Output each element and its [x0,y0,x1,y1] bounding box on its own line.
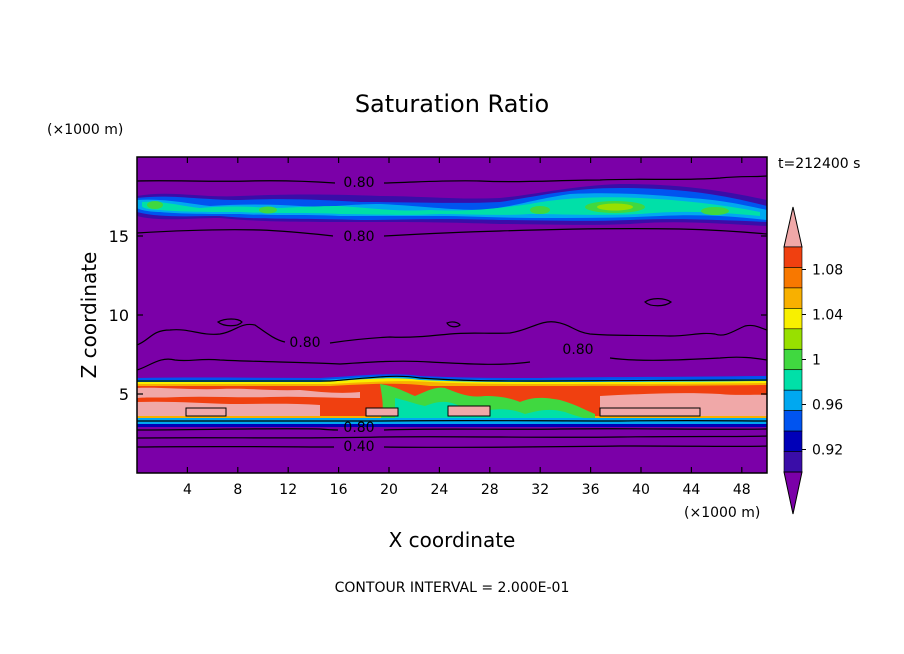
x-unit-label: (×1000 m) [684,505,760,521]
colorbar-label: 1.08 [812,263,843,279]
colorbar-band [783,410,803,432]
contour-label-group: 0.80 0.80 0.80 0.80 0.80 0.40 [289,175,593,455]
time-label: t=212400 s [778,156,860,172]
contour-low-2 [137,435,767,439]
colorbar-band [783,308,803,330]
contour-label: 0.80 [343,420,374,436]
y-tick-label: 10 [109,306,129,325]
colorbar-band [783,451,803,473]
colorbar-band [783,267,803,289]
lower-pink-block-4 [599,407,701,417]
lower-layer-pink-mid [137,401,320,416]
colorbar-band [783,348,803,371]
contour-low-080 [137,428,767,431]
contour-top-080 [137,175,767,184]
lower-moist-layer [137,374,767,427]
x-axis-label: X coordinate [389,528,516,552]
upper-band-core-5 [597,203,633,211]
colorbar-band [783,287,803,309]
lower-layer-edge [137,424,767,427]
x-tick-label: 8 [233,482,242,498]
x-tick-label: 12 [279,482,297,498]
y-tick-label: 15 [109,227,129,246]
contour-mid-080 [137,321,767,346]
colorbar-band [783,328,803,350]
x-tick-label: 24 [430,482,448,498]
x-axis-ticks: 4 8 12 16 20 24 28 32 36 40 44 48 [183,157,751,498]
contour-low-040 [137,445,767,449]
x-tick-label: 36 [582,482,600,498]
contour-island-1 [216,318,243,327]
x-tick-label: 20 [380,482,398,498]
colorbar-band [783,430,803,452]
x-tick-label: 44 [682,482,700,498]
x-tick-label: 32 [531,482,549,498]
upper-band-core-6 [701,207,729,215]
contour-layer-top [137,375,767,382]
colorbar-band [783,246,803,268]
contour-mid-lower [137,356,767,371]
upper-band-core-3 [530,206,550,214]
chart-title: Saturation Ratio [355,90,549,118]
lower-pink-block-1 [185,407,227,417]
contour-label: 0.80 [289,335,320,351]
lower-layer-teal-center [395,398,590,420]
y-axis-ticks: 5 10 15 [109,227,767,404]
upper-band-core-2 [259,206,277,214]
contour-label: 0.80 [343,229,374,245]
contour-island-3 [446,321,461,328]
colorbar-band [783,389,803,411]
contour-label: 0.80 [562,342,593,358]
lower-pink-block-3 [447,405,491,417]
y-unit-label: (×1000 m) [47,122,123,138]
x-tick-label: 48 [733,482,751,498]
y-axis-label: Z coordinate [77,252,101,379]
x-tick-label: 16 [330,482,348,498]
contour-lines [137,175,767,449]
colorbar-band [783,369,803,391]
plot-area: 0.80 0.80 0.80 0.80 0.80 0.40 [137,157,767,473]
x-tick-label: 40 [632,482,650,498]
lower-pink-block-2 [365,407,399,417]
colorbar-label: 0.96 [812,398,843,414]
x-tick-label: 28 [481,482,499,498]
contour-upper-080 [137,228,767,237]
contour-interval-footer: CONTOUR INTERVAL = 2.000E-01 [335,580,570,596]
colorbar-label: 0.92 [812,443,843,459]
upper-moist-band [137,184,767,226]
colorbar-bottom-arrow [783,471,803,515]
upper-band-core-1 [147,201,163,209]
colorbar: 0.92 0.96 1 1.04 1.08 [783,206,843,515]
contour-label: 0.40 [343,439,374,455]
x-tick-label: 4 [183,482,192,498]
contour-island-2 [644,298,673,307]
y-tick-label: 5 [119,385,129,404]
colorbar-label: 1.04 [812,308,843,324]
colorbar-top-arrow [783,206,803,248]
lower-layer-pink-top [137,387,360,398]
colorbar-label: 1 [812,353,821,369]
contour-label: 0.80 [343,175,374,191]
